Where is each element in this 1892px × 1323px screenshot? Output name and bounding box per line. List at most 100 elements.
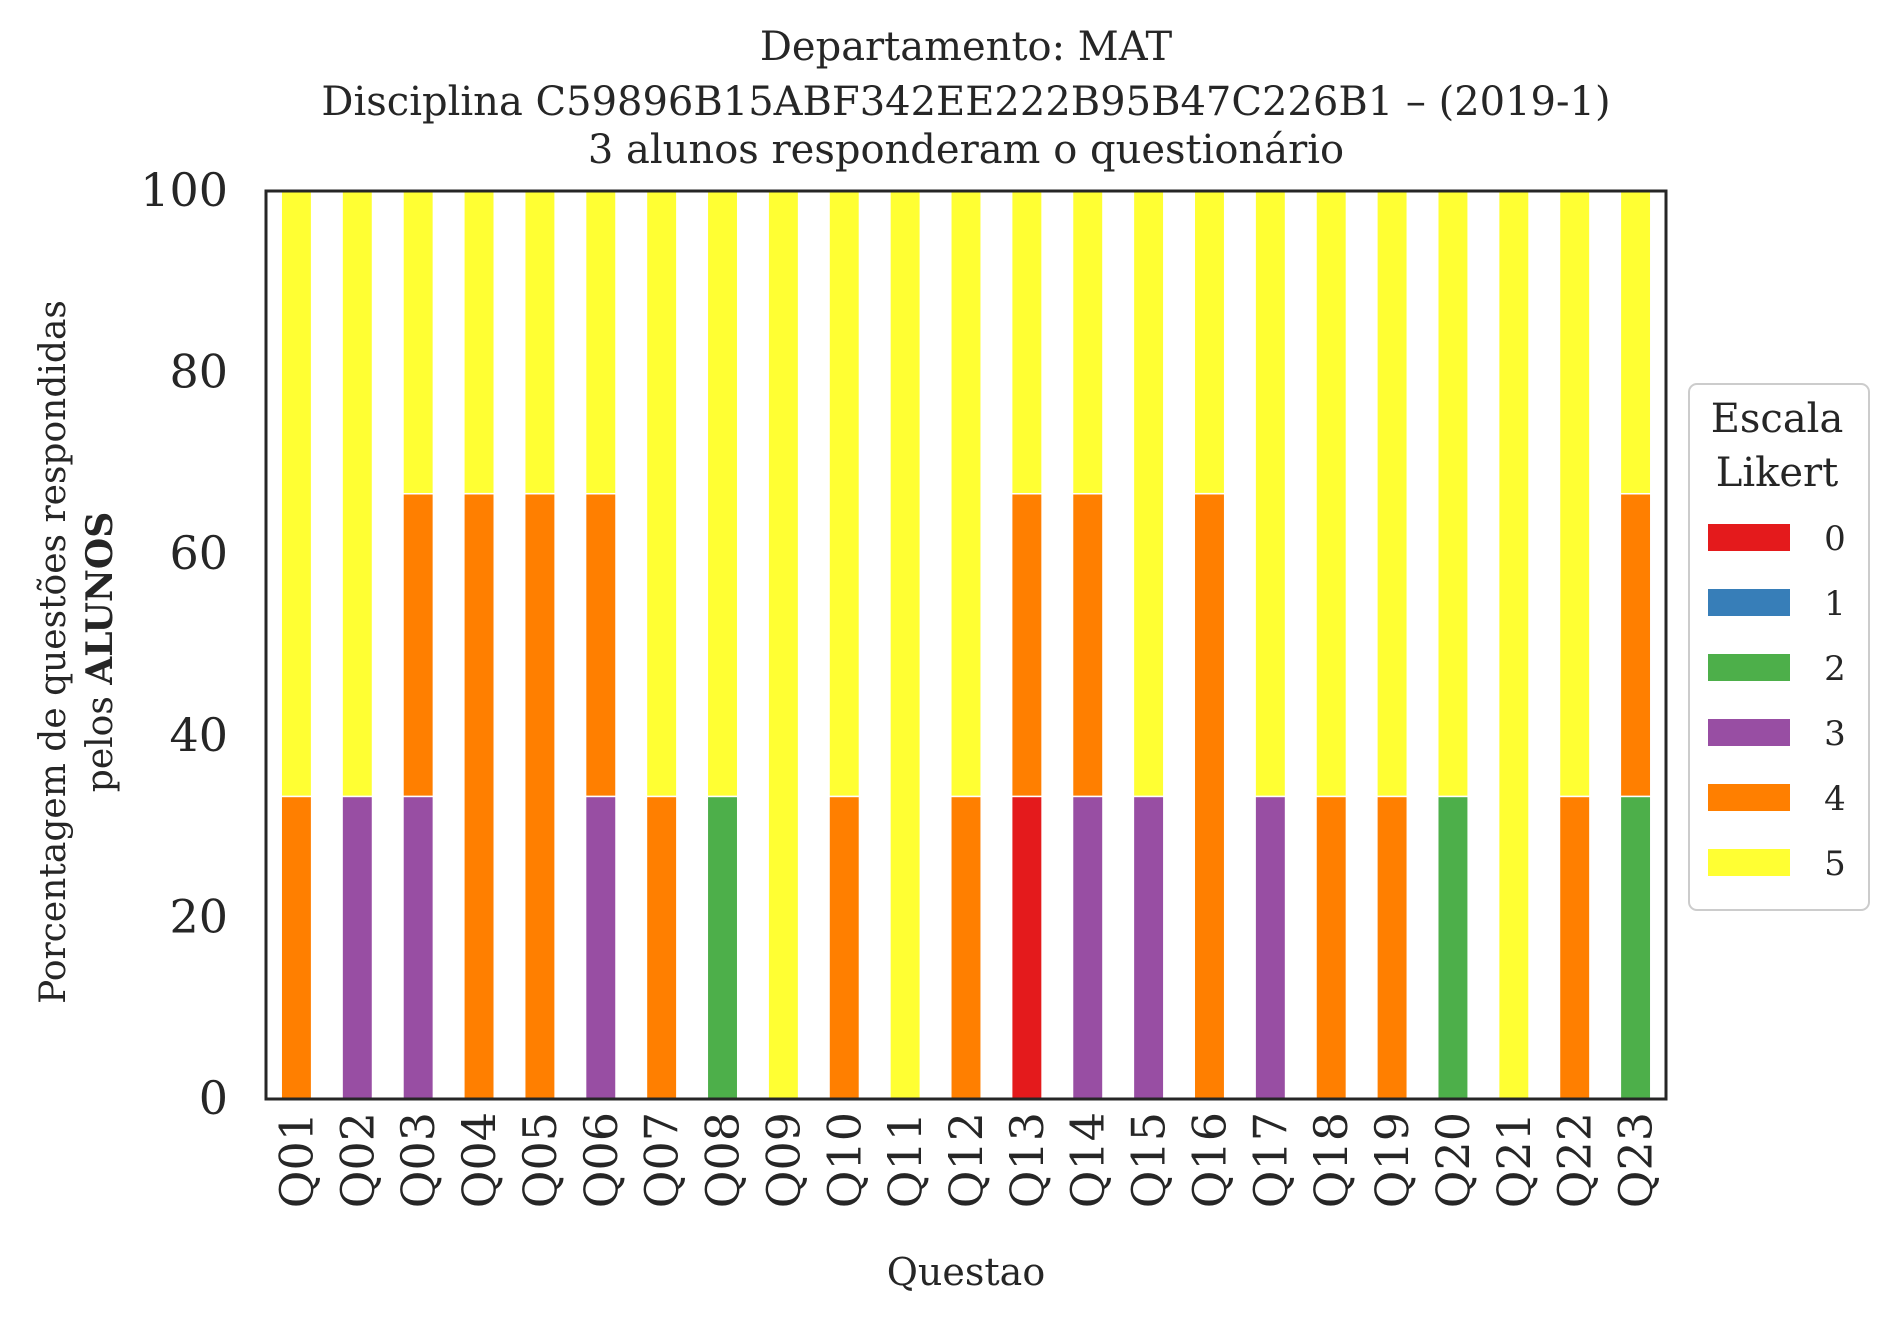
bar-q03-likert-3 (402, 795, 435, 1100)
bar-q22-likert-5 (1558, 190, 1591, 798)
bar-q01-likert-5 (280, 190, 313, 798)
y-axis-label-prefix: pelos (80, 685, 121, 792)
x-tick-label-q05: Q05 (513, 1112, 567, 1208)
bar-q04-likert-5 (463, 190, 496, 495)
x-tick-label-q12: Q12 (939, 1112, 993, 1208)
y-tick-label: 100 (140, 163, 228, 217)
bar-q06-likert-4 (584, 492, 617, 798)
bars (280, 190, 1652, 1100)
x-tick-label-q21: Q21 (1487, 1112, 1541, 1208)
y-tick-label: 80 (169, 345, 228, 399)
bar-q15-likert-3 (1132, 795, 1165, 1100)
legend-swatch-1 (1708, 589, 1790, 616)
legend-label-0: 0 (1824, 519, 1846, 559)
x-tick-label-q14: Q14 (1061, 1112, 1115, 1208)
bar-q14-likert-4 (1071, 492, 1104, 798)
legend-title-line-1: Escala (1711, 396, 1844, 442)
x-axis-label: Questao (887, 1250, 1045, 1294)
bar-q06-likert-3 (584, 795, 617, 1100)
legend-swatch-0 (1708, 524, 1790, 551)
x-tick-label-q02: Q02 (330, 1112, 384, 1208)
bar-q23-likert-2 (1619, 795, 1652, 1100)
x-tick-label-q15: Q15 (1122, 1112, 1176, 1208)
plot-frame (264, 189, 1668, 1101)
x-tick-label-q22: Q22 (1548, 1112, 1602, 1208)
bar-q13-likert-4 (1010, 492, 1043, 798)
x-tick-label-q20: Q20 (1426, 1112, 1480, 1208)
bar-q21-likert-5 (1497, 190, 1530, 1100)
bar-q20-likert-2 (1436, 795, 1469, 1100)
bar-q03-likert-5 (402, 190, 435, 495)
legend-label-5: 5 (1824, 844, 1846, 884)
y-tick-label: 0 (199, 1071, 228, 1125)
bar-q03-likert-4 (402, 492, 435, 798)
bar-q20-likert-5 (1436, 190, 1469, 798)
x-tick-label-q07: Q07 (635, 1112, 689, 1208)
title-line-2: Disciplina C59896B15ABF342EE222B95B47C22… (321, 79, 1610, 125)
x-tick-label-q01: Q01 (269, 1112, 323, 1208)
bar-q15-likert-5 (1132, 190, 1165, 798)
bar-q10-likert-4 (828, 795, 861, 1100)
bar-q07-likert-5 (645, 190, 678, 798)
bar-q14-likert-3 (1071, 795, 1104, 1100)
legend-box (1688, 383, 1870, 911)
legend: Escala Likert 0 1 2 3 4 5 (1688, 383, 1870, 911)
bar-q07-likert-4 (645, 795, 678, 1100)
x-tick-label-q23: Q23 (1609, 1112, 1663, 1208)
bar-q09-likert-5 (767, 190, 800, 1100)
bar-q11-likert-5 (889, 190, 922, 1100)
y-tick-label: 40 (169, 708, 228, 762)
bar-q02-likert-3 (341, 795, 374, 1100)
bar-q08-likert-2 (706, 795, 739, 1100)
y-axis-label: Porcentagem de questões respondidas (33, 300, 74, 1004)
x-tick-label-q09: Q09 (756, 1112, 810, 1208)
bar-q16-likert-4 (1193, 492, 1226, 1100)
x-tick-label-q19: Q19 (1365, 1112, 1419, 1208)
bar-q01-likert-4 (280, 795, 313, 1100)
legend-swatch-4 (1708, 784, 1790, 811)
bar-q19-likert-5 (1376, 190, 1409, 798)
y-tick-label: 60 (169, 526, 228, 580)
bar-q17-likert-5 (1254, 190, 1287, 798)
x-tick-label-q18: Q18 (1304, 1112, 1358, 1208)
y-axis-label-bold: ALUNOS (79, 512, 121, 686)
bar-q05-likert-4 (523, 492, 556, 1100)
bar-q10-likert-5 (828, 190, 861, 798)
x-tick-label-q08: Q08 (696, 1112, 750, 1208)
legend-label-1: 1 (1824, 584, 1846, 624)
bar-q23-likert-5 (1619, 190, 1652, 495)
chart-title: Departamento: MAT Disciplina C59896B15AB… (321, 24, 1610, 173)
bar-q12-likert-5 (950, 190, 982, 798)
y-ticks: 0 20 40 60 80 100 (140, 163, 228, 1125)
bar-q13-likert-5 (1010, 190, 1043, 495)
title-line-1: Departamento: MAT (760, 24, 1173, 70)
x-tick-label-q06: Q06 (574, 1112, 628, 1208)
bar-q04-likert-4 (463, 492, 496, 1100)
bar-q13-likert-0 (1010, 795, 1043, 1100)
legend-label-2: 2 (1824, 649, 1846, 689)
bar-q14-likert-5 (1071, 190, 1104, 495)
y-tick-label: 20 (169, 889, 228, 943)
bar-q17-likert-3 (1254, 795, 1287, 1100)
legend-swatch-5 (1708, 849, 1790, 876)
legend-swatch-3 (1708, 719, 1790, 746)
bar-q02-likert-5 (341, 190, 374, 798)
bar-q06-likert-5 (584, 190, 617, 495)
legend-swatch-2 (1708, 654, 1790, 681)
x-tick-label-q13: Q13 (1000, 1112, 1054, 1208)
bar-q19-likert-4 (1376, 795, 1409, 1100)
x-ticks: Q01 Q02 Q03 Q04 Q05 Q06 Q07 Q08 Q09 Q10 Q11 Q12 Q13 Q… (269, 1112, 1662, 1208)
bar-q18-likert-4 (1315, 795, 1348, 1100)
bar-q23-likert-4 (1619, 492, 1652, 798)
bar-q05-likert-5 (523, 190, 556, 495)
bar-q22-likert-4 (1558, 795, 1591, 1100)
bar-q08-likert-5 (706, 190, 739, 798)
x-tick-label-q03: Q03 (391, 1112, 445, 1208)
title-line-3: 3 alunos responderam o questionário (588, 127, 1344, 173)
x-tick-label-q10: Q10 (817, 1112, 871, 1208)
legend-items: 0 1 2 3 4 5 (1708, 519, 1846, 884)
legend-title-line-2: Likert (1716, 450, 1838, 496)
bar-q18-likert-5 (1315, 190, 1348, 798)
y-axis-label-line2: pelos ALUNOS (79, 512, 121, 792)
